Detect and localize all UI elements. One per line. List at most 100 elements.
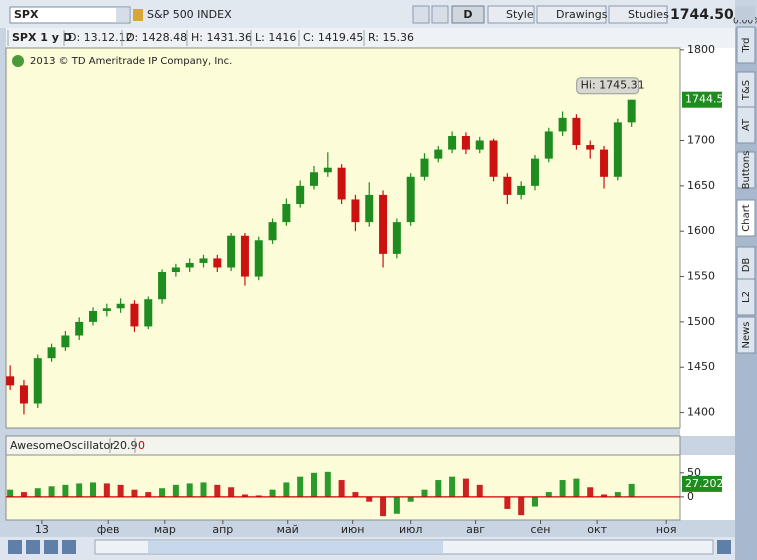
sidebar-tab-label[interactable]: T&S	[741, 80, 752, 101]
osc-bar	[531, 496, 538, 507]
osc-param: 0	[138, 439, 145, 452]
symbol-input[interactable]	[9, 6, 131, 24]
candle-body	[544, 131, 553, 159]
osc-bar	[90, 482, 97, 497]
sidebar-tab[interactable]	[736, 106, 756, 144]
sidebar-tab-label[interactable]: Trd	[741, 38, 752, 54]
candle-body	[171, 267, 180, 273]
studies-label[interactable]: Studies	[628, 8, 669, 21]
period-label[interactable]: D	[463, 8, 472, 21]
candle-body	[33, 358, 42, 404]
y-tick-label: 1550	[687, 270, 715, 283]
period-button[interactable]	[451, 5, 485, 24]
x-tick-label: фев	[97, 523, 120, 536]
candle-body	[600, 149, 609, 177]
tool-icon[interactable]	[412, 5, 430, 24]
sidebar-tab[interactable]	[736, 199, 756, 237]
sidebar-tab[interactable]	[736, 316, 756, 354]
osc-bar	[186, 483, 193, 497]
style-button[interactable]	[487, 5, 535, 24]
osc-title: AwesomeOscillator	[10, 439, 115, 452]
price-plot	[5, 47, 681, 429]
sidebar-tab[interactable]	[736, 278, 756, 316]
scroll-thumb[interactable]	[148, 541, 443, 553]
info-field: SPX 1 y D	[12, 31, 72, 44]
y-tick-label: 0	[687, 490, 694, 503]
osc-bar	[476, 484, 483, 497]
zoom-out[interactable]	[44, 540, 58, 554]
drawings-label[interactable]: Drawings	[556, 8, 608, 21]
candle-body	[489, 140, 498, 177]
price-axis-panel	[680, 48, 735, 436]
studies-button[interactable]	[608, 5, 668, 24]
osc-bar	[601, 494, 608, 497]
sidebar-tab-label[interactable]: Buttons	[741, 151, 752, 190]
y-tick-label: 1400	[687, 406, 715, 419]
sidebar-tab-label[interactable]: DB	[741, 258, 752, 273]
last-price-label: 1744.5	[685, 93, 724, 106]
osc-bar	[20, 492, 27, 497]
osc-bar	[297, 476, 304, 497]
candle-body	[47, 347, 56, 359]
y-tick-label: 1600	[687, 224, 715, 237]
pan[interactable]	[62, 540, 76, 554]
candle-body	[227, 235, 236, 268]
y-tick-label: 1500	[687, 315, 715, 328]
zoom-icon[interactable]	[8, 540, 22, 554]
osc-bar	[62, 484, 69, 497]
last-price: 1744.50	[670, 7, 734, 23]
candle-body	[351, 199, 360, 223]
osc-param: 20.9	[113, 439, 138, 452]
x-tick-label: апр	[212, 523, 233, 536]
sidebar-tab[interactable]	[736, 151, 756, 189]
drawings-button[interactable]	[536, 5, 607, 24]
osc-bar	[310, 472, 317, 497]
osc-bar	[366, 496, 373, 502]
info-icon[interactable]	[12, 55, 24, 67]
info-field: D: 13.12.12	[68, 31, 133, 44]
x-tick-label: май	[277, 523, 299, 536]
y-tick-label: 1800	[687, 43, 715, 56]
osc-bar	[34, 488, 41, 497]
symbol[interactable]: SPX	[14, 8, 39, 21]
x-tick-label: 13	[35, 523, 49, 536]
info-field: O: 1428.48	[126, 31, 187, 44]
sidebar-tab[interactable]	[736, 26, 756, 64]
hi-box	[576, 77, 640, 95]
osc-bar	[393, 496, 400, 514]
candle-body	[102, 308, 111, 312]
sidebar-tab-label[interactable]: AT	[741, 118, 752, 131]
tool-icon[interactable]	[431, 5, 449, 24]
candle-body	[254, 240, 263, 277]
candle-body	[475, 140, 484, 150]
sidebar-tab-label[interactable]: News	[741, 321, 752, 348]
scroll-end[interactable]	[717, 540, 731, 554]
osc-bar	[255, 495, 262, 497]
osc-bar	[545, 492, 552, 497]
osc-bar	[48, 486, 55, 497]
candle-body	[199, 258, 208, 263]
sidebar-tab-label[interactable]: L2	[741, 291, 752, 303]
zoom-in[interactable]	[26, 540, 40, 554]
candle-body	[365, 194, 374, 223]
candle-body	[503, 176, 512, 195]
style-label[interactable]: Style	[506, 8, 534, 21]
osc-bar	[200, 482, 207, 497]
sidebar-tab-label[interactable]: Chart	[741, 204, 752, 232]
osc-bar	[504, 496, 511, 509]
dropdown[interactable]	[116, 8, 129, 22]
close-icon[interactable]	[735, 6, 755, 20]
info-bar	[6, 28, 735, 48]
osc-bar	[587, 487, 594, 497]
candle-body	[268, 222, 277, 241]
candle-body	[61, 335, 70, 348]
candle-body	[530, 158, 539, 186]
osc-bar	[241, 494, 248, 497]
osc-bar	[449, 476, 456, 497]
osc-bar	[462, 478, 469, 497]
x-tick-label: июл	[399, 523, 422, 536]
candle-body	[558, 117, 567, 132]
link-icon[interactable]	[133, 9, 143, 21]
candle-body	[586, 145, 595, 150]
